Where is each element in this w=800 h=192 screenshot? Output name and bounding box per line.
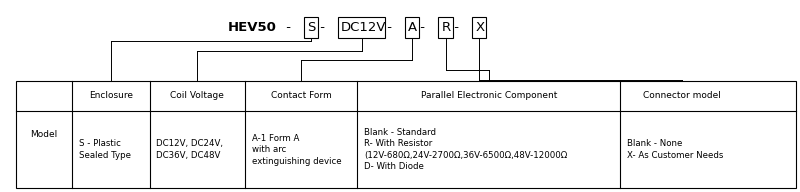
- Text: DC12V: DC12V: [341, 21, 386, 34]
- Bar: [338, 17, 386, 38]
- Text: Contact Form: Contact Form: [271, 91, 332, 100]
- Text: S: S: [307, 21, 315, 34]
- Text: X: X: [475, 21, 484, 34]
- Text: -: -: [315, 21, 329, 34]
- Text: S - Plastic
Sealed Type: S - Plastic Sealed Type: [78, 140, 130, 160]
- Text: Coil Voltage: Coil Voltage: [170, 91, 224, 100]
- Text: Blank - Standard
R- With Resistor
(12V-680Ω,24V-2700Ω,36V-6500Ω,48V-12000Ω
D- Wi: Blank - Standard R- With Resistor (12V-6…: [364, 128, 567, 171]
- Text: -: -: [450, 21, 463, 34]
- Text: DC12V, DC24V,
DC36V, DC48V: DC12V, DC24V, DC36V, DC48V: [156, 140, 223, 160]
- Text: HEV50: HEV50: [228, 21, 277, 34]
- Text: R: R: [442, 21, 450, 34]
- Text: -: -: [282, 21, 295, 34]
- Bar: [472, 17, 486, 38]
- Text: Parallel Electronic Component: Parallel Electronic Component: [421, 91, 557, 100]
- Text: Connector model: Connector model: [643, 91, 721, 100]
- Bar: [438, 17, 453, 38]
- Bar: [304, 17, 318, 38]
- Text: -: -: [416, 21, 430, 34]
- Text: Blank - None
X- As Customer Needs: Blank - None X- As Customer Needs: [626, 140, 723, 160]
- Bar: [16, 81, 796, 188]
- Text: Model: Model: [30, 130, 58, 139]
- Text: Enclosure: Enclosure: [89, 91, 133, 100]
- Bar: [405, 17, 419, 38]
- Text: A: A: [408, 21, 417, 34]
- Text: A-1 Form A
with arc
extinguishing device: A-1 Form A with arc extinguishing device: [251, 134, 341, 166]
- Text: -: -: [383, 21, 396, 34]
